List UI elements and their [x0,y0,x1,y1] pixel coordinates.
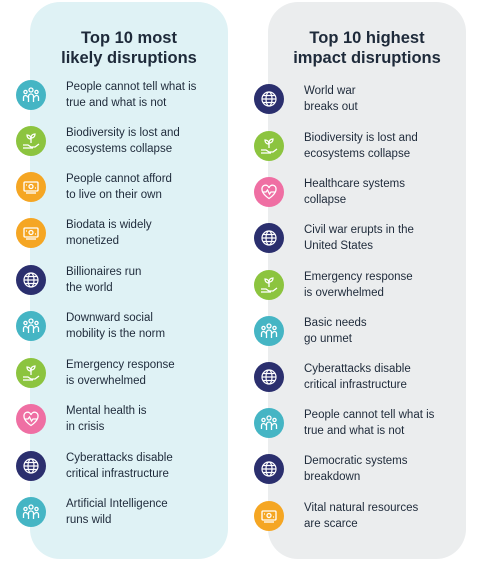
left-list-item: Downward social mobility is the norm [16,311,216,355]
left-list-item: Emergency response is overwhelmed [16,358,216,402]
right-list-item: Basic needs go unmet [254,316,474,360]
people-icon [16,497,46,527]
disruption-label: Biodata is widely monetized [66,219,152,247]
most-likely-panel: Top 10 most likely disruptions [30,2,228,559]
right-list-item: Emergency response is overwhelmed [254,270,474,314]
disruption-label: Cyberattacks disable critical infrastruc… [66,452,173,480]
people-icon [16,80,46,110]
people-icon [254,316,284,346]
heart-pulse-icon [254,177,284,207]
disruption-label: Civil war erupts in the United States [304,224,414,252]
disruption-label: Downward social mobility is the norm [66,312,166,340]
left-list-item: Biodata is widely monetized [16,218,216,262]
right-list-item: World war breaks out [254,84,474,128]
left-list-item: People cannot tell what is true and what… [16,80,216,124]
plant-hand-icon [254,270,284,300]
disruption-label: People cannot afford to live on their ow… [66,173,172,201]
right-list-item: Healthcare systems collapse [254,177,474,221]
disruption-label: Artificial Intelligence runs wild [66,498,168,526]
plant-hand-icon [254,131,284,161]
globe-icon [16,265,46,295]
disruption-label: Biodiversity is lost and ecosystems coll… [304,132,418,160]
globe-icon [254,223,284,253]
disruption-label: People cannot tell what is true and what… [304,409,435,437]
right-list-item: Cyberattacks disable critical infrastruc… [254,362,474,406]
plant-hand-icon [16,358,46,388]
disruption-label: Emergency response is overwhelmed [66,359,175,387]
disruption-label: Vital natural resources are scarce [304,502,419,530]
people-icon [16,311,46,341]
left-list-item: Biodiversity is lost and ecosystems coll… [16,126,216,170]
right-list-item: Biodiversity is lost and ecosystems coll… [254,131,474,175]
left-list-item: Artificial Intelligence runs wild [16,497,216,541]
disruption-label: Cyberattacks disable critical infrastruc… [304,363,411,391]
disruption-label: People cannot tell what is true and what… [66,81,197,109]
disruption-label: World war breaks out [304,85,358,113]
right-list-item: Vital natural resources are scarce [254,501,474,545]
left-list-item: Mental health is in crisis [16,404,216,448]
heart-pulse-icon [16,404,46,434]
left-list-item: Billionaires run the world [16,265,216,309]
highest-impact-title: Top 10 highest impact disruptions [293,29,441,67]
disruption-label: Democratic systems breakdown [304,455,408,483]
disruption-label: Basic needs go unmet [304,317,367,345]
right-list-item: Democratic systems breakdown [254,454,474,498]
disruption-label: Biodiversity is lost and ecosystems coll… [66,127,180,155]
left-list-item: People cannot afford to live on their ow… [16,172,216,216]
right-list-item: Civil war erupts in the United States [254,223,474,267]
left-list-item: Cyberattacks disable critical infrastruc… [16,451,216,495]
money-icon [16,218,46,248]
disruption-label: Emergency response is overwhelmed [304,271,413,299]
right-list-item: People cannot tell what is true and what… [254,408,474,452]
disruption-label: Billionaires run the world [66,266,142,294]
disruption-label: Healthcare systems collapse [304,178,405,206]
globe-icon [254,84,284,114]
most-likely-title: Top 10 most likely disruptions [61,29,197,67]
globe-icon [254,362,284,392]
people-icon [254,408,284,438]
money-icon [254,501,284,531]
globe-icon [16,451,46,481]
globe-icon [254,454,284,484]
highest-impact-panel: Top 10 highest impact disruptions [268,2,466,559]
money-icon [16,172,46,202]
disruption-label: Mental health is in crisis [66,405,147,433]
plant-hand-icon [16,126,46,156]
